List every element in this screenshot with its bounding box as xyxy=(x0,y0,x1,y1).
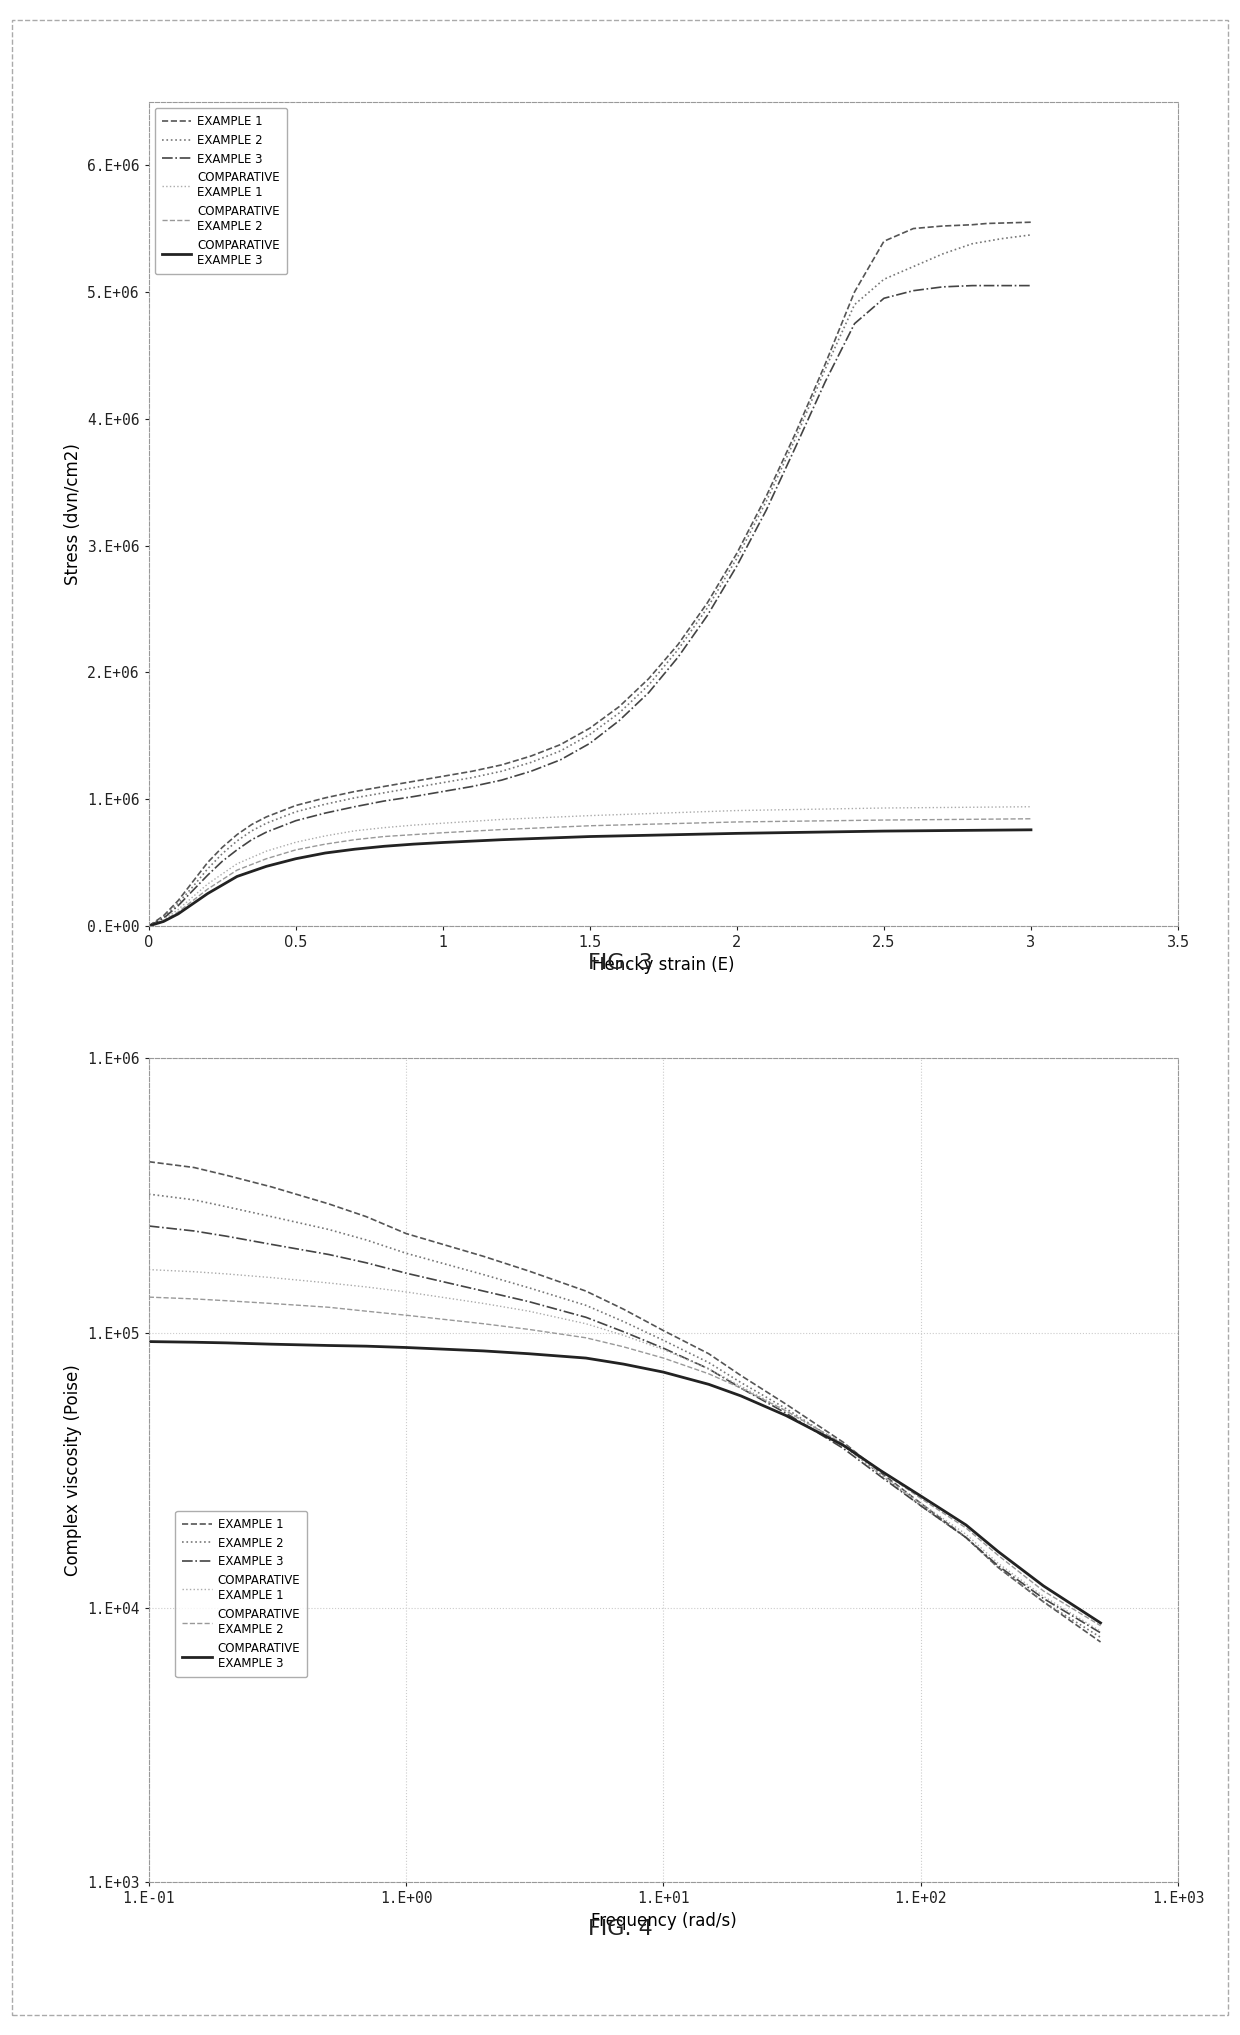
Legend: EXAMPLE 1, EXAMPLE 2, EXAMPLE 3, COMPARATIVE
EXAMPLE 1, COMPARATIVE
EXAMPLE 2, C: EXAMPLE 1, EXAMPLE 2, EXAMPLE 3, COMPARA… xyxy=(175,1510,308,1677)
Text: FIG. 3: FIG. 3 xyxy=(588,952,652,973)
Y-axis label: Stress (dvn/cm2): Stress (dvn/cm2) xyxy=(63,444,82,584)
X-axis label: Hencky strain (E): Hencky strain (E) xyxy=(593,956,734,973)
Y-axis label: Complex viscosity (Poise): Complex viscosity (Poise) xyxy=(63,1363,82,1577)
X-axis label: Frequency (rad/s): Frequency (rad/s) xyxy=(590,1913,737,1929)
Legend: EXAMPLE 1, EXAMPLE 2, EXAMPLE 3, COMPARATIVE
EXAMPLE 1, COMPARATIVE
EXAMPLE 2, C: EXAMPLE 1, EXAMPLE 2, EXAMPLE 3, COMPARA… xyxy=(155,108,286,275)
Text: FIG. 4: FIG. 4 xyxy=(588,1919,652,1939)
